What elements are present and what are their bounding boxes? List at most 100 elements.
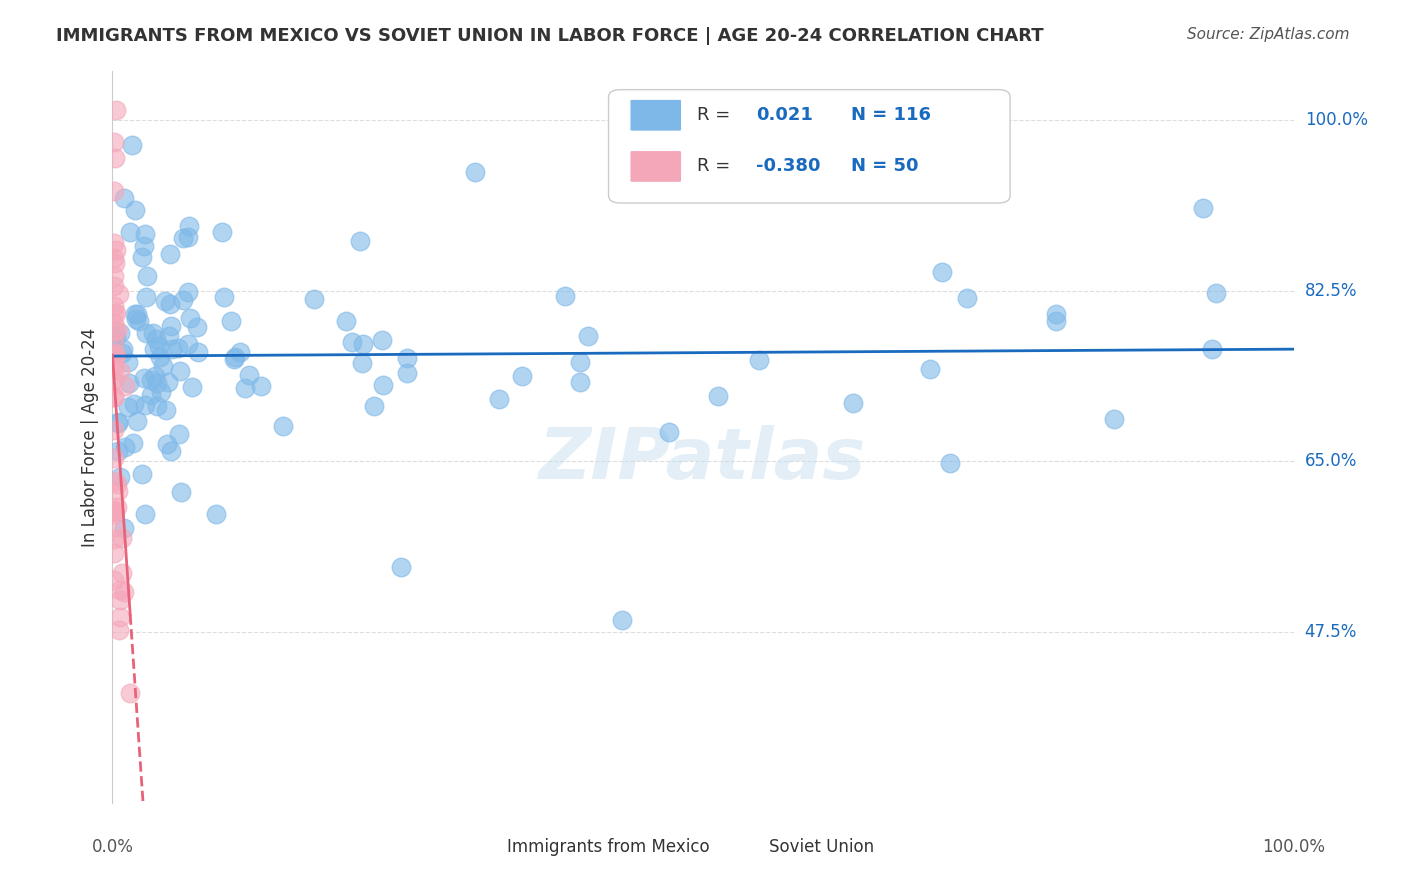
- Point: [396, 367, 419, 381]
- Point: [103, 136, 125, 150]
- Point: [389, 560, 412, 574]
- Point: [105, 330, 128, 344]
- Point: [179, 310, 201, 325]
- Point: [939, 456, 962, 470]
- Point: [211, 225, 233, 239]
- Point: [104, 306, 127, 320]
- Text: -0.380: -0.380: [756, 158, 821, 176]
- Point: [169, 485, 191, 500]
- Point: [177, 230, 200, 244]
- Point: [103, 346, 125, 360]
- Point: [103, 503, 125, 517]
- Point: [135, 268, 157, 283]
- Point: [352, 337, 374, 351]
- Text: 100.0%: 100.0%: [1305, 112, 1368, 129]
- Point: [111, 342, 134, 356]
- Point: [160, 443, 183, 458]
- Text: R =: R =: [697, 158, 730, 176]
- Point: [108, 326, 131, 340]
- Point: [510, 368, 533, 383]
- Point: [145, 332, 167, 346]
- Point: [118, 225, 141, 239]
- Point: [103, 279, 125, 293]
- Point: [108, 287, 131, 301]
- Point: [576, 328, 599, 343]
- Text: 82.5%: 82.5%: [1305, 282, 1357, 300]
- Point: [107, 444, 129, 458]
- Point: [103, 184, 125, 198]
- Point: [127, 414, 149, 428]
- Point: [105, 322, 128, 336]
- FancyBboxPatch shape: [501, 827, 551, 859]
- Point: [370, 333, 392, 347]
- Point: [1045, 314, 1067, 328]
- Point: [488, 392, 510, 407]
- Point: [142, 326, 165, 340]
- Point: [134, 370, 156, 384]
- Point: [110, 593, 132, 607]
- Point: [371, 378, 394, 392]
- Text: IMMIGRANTS FROM MEXICO VS SOVIET UNION IN LABOR FORCE | AGE 20-24 CORRELATION CH: IMMIGRANTS FROM MEXICO VS SOVIET UNION I…: [56, 27, 1043, 45]
- Point: [271, 418, 294, 433]
- Point: [167, 426, 190, 441]
- Point: [103, 299, 125, 313]
- Point: [340, 334, 363, 349]
- Point: [117, 400, 139, 414]
- Point: [107, 416, 129, 430]
- Point: [105, 500, 128, 514]
- Point: [112, 584, 135, 599]
- Point: [111, 566, 134, 580]
- Point: [177, 219, 200, 233]
- Text: ZIPatlas: ZIPatlas: [540, 425, 866, 493]
- Point: [748, 352, 770, 367]
- Point: [233, 381, 256, 395]
- Point: [569, 375, 592, 389]
- Text: 0.021: 0.021: [756, 106, 813, 124]
- Point: [134, 508, 156, 522]
- Point: [149, 385, 172, 400]
- Point: [103, 574, 125, 588]
- Point: [103, 546, 125, 560]
- Point: [658, 425, 681, 439]
- Point: [842, 396, 865, 410]
- Text: R =: R =: [697, 106, 730, 124]
- Text: 65.0%: 65.0%: [1305, 452, 1357, 470]
- Point: [1201, 343, 1223, 357]
- Point: [169, 364, 191, 378]
- Point: [931, 265, 953, 279]
- Point: [302, 292, 325, 306]
- Point: [180, 380, 202, 394]
- Point: [121, 137, 143, 152]
- Point: [224, 350, 246, 364]
- Point: [148, 339, 170, 353]
- Point: [156, 437, 179, 451]
- Point: [1191, 201, 1213, 215]
- Point: [117, 355, 139, 369]
- Point: [124, 203, 146, 218]
- Point: [104, 324, 127, 338]
- Point: [177, 285, 200, 299]
- Point: [103, 328, 125, 343]
- Point: [350, 356, 373, 370]
- Point: [955, 291, 977, 305]
- Point: [569, 354, 592, 368]
- Point: [157, 329, 180, 343]
- Point: [103, 450, 125, 465]
- Point: [108, 623, 131, 637]
- Text: 100.0%: 100.0%: [1263, 838, 1324, 855]
- Point: [135, 326, 157, 341]
- Point: [105, 103, 128, 118]
- Point: [112, 521, 135, 535]
- Point: [159, 319, 181, 334]
- Point: [920, 362, 942, 376]
- Point: [1205, 286, 1227, 301]
- Point: [105, 477, 128, 491]
- Point: [107, 484, 129, 499]
- Point: [149, 350, 172, 364]
- Point: [103, 251, 125, 265]
- Point: [103, 306, 125, 320]
- Point: [103, 334, 125, 349]
- Point: [114, 440, 136, 454]
- Text: Soviet Union: Soviet Union: [769, 838, 873, 855]
- Point: [707, 388, 730, 402]
